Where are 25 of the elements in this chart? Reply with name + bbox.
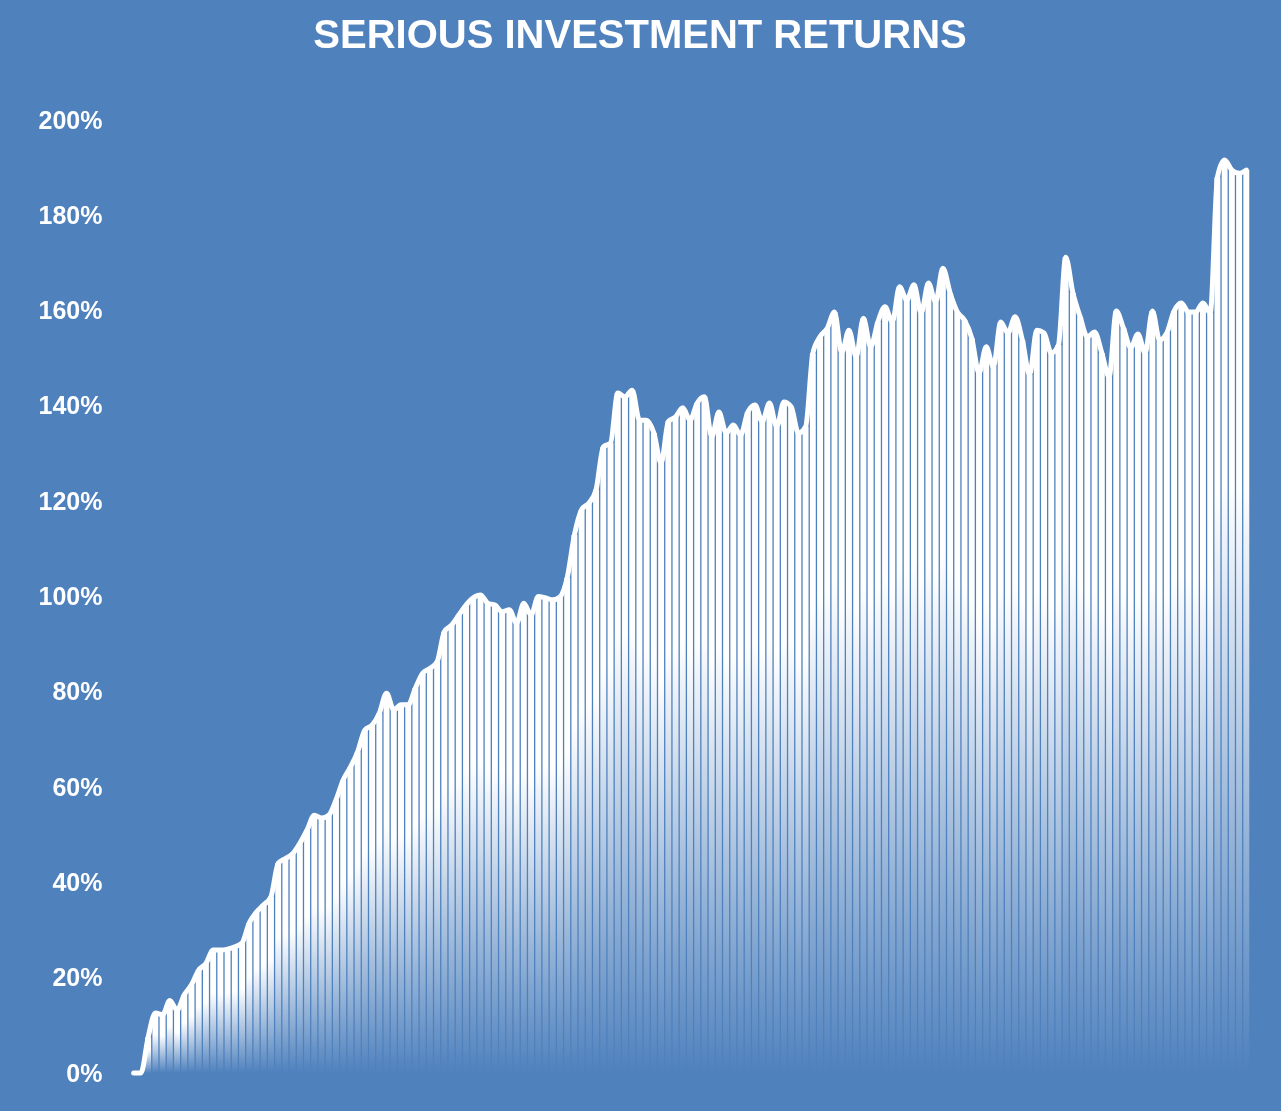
bar: [224, 949, 231, 1073]
y-tick-label: 20%: [52, 963, 103, 992]
bar: [159, 1014, 166, 1073]
chart-title: SERIOUS INVESTMENT RETURNS: [313, 12, 967, 56]
y-tick-label: 200%: [38, 105, 103, 134]
y-tick-label: 180%: [38, 200, 103, 229]
bar: [202, 963, 209, 1073]
y-tick-label: 0%: [66, 1058, 103, 1087]
bar: [181, 994, 188, 1073]
bar: [210, 950, 217, 1073]
bar: [260, 904, 267, 1073]
bar: [195, 970, 202, 1073]
y-tick-label: 140%: [38, 391, 103, 420]
bar: [239, 942, 246, 1073]
y-tick-label: 120%: [38, 486, 103, 515]
bar: [231, 946, 238, 1073]
bar: [174, 1010, 180, 1073]
y-tick-label: 40%: [52, 867, 103, 896]
bar: [217, 950, 224, 1073]
y-tick-label: 160%: [38, 296, 103, 325]
y-tick-label: 80%: [52, 677, 103, 706]
y-tick-label: 100%: [38, 582, 103, 610]
y-tick-label: 60%: [52, 772, 103, 801]
bar: [246, 922, 253, 1073]
bar: [268, 896, 274, 1073]
